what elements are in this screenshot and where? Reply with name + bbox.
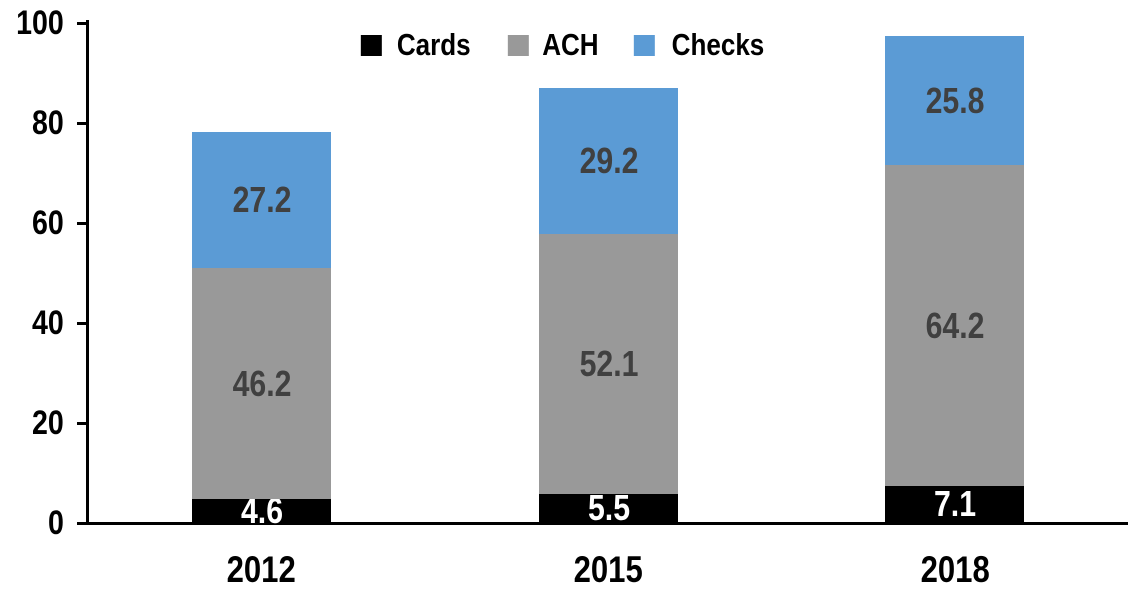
bar-2015: 5.5 52.1 29.2	[539, 88, 678, 526]
y-axis-tick-label-text: 40	[32, 304, 64, 342]
legend-label: Checks	[671, 27, 765, 62]
segment-value-label: 46.2	[232, 362, 291, 404]
y-axis-tick-label: 20	[0, 405, 64, 441]
y-axis-line	[86, 20, 89, 525]
y-axis-tick-label: 60	[0, 205, 64, 241]
legend-swatch-icon	[507, 34, 529, 56]
y-axis-tick	[77, 22, 88, 25]
y-axis-tick-label-text: 100	[16, 4, 64, 42]
y-axis-tick	[77, 422, 88, 425]
legend-item-ach: ACH	[507, 27, 604, 62]
segment-checks-2018: 25.8	[885, 36, 1024, 165]
x-axis-label-text: 2015	[573, 549, 643, 590]
y-axis-tick	[77, 522, 88, 525]
bar-2012: 4.6 46.2 27.2	[192, 132, 331, 528]
segment-cards-2018: 7.1	[885, 486, 1024, 522]
segment-value-label: 64.2	[925, 304, 984, 346]
segment-checks-2015: 29.2	[539, 88, 678, 234]
y-axis-tick-label: 0	[0, 505, 64, 541]
segment-ach-2012: 46.2	[192, 268, 331, 499]
y-axis-tick-label-text: 0	[48, 504, 64, 542]
segment-ach-2015: 52.1	[539, 233, 678, 494]
y-axis-tick	[77, 322, 88, 325]
legend-swatch-icon	[360, 34, 382, 56]
y-axis-tick-label-text: 80	[32, 104, 64, 142]
legend-label: ACH	[542, 27, 599, 62]
x-axis-label-text: 2018	[920, 549, 990, 590]
x-axis-label-2012: 2012	[151, 551, 371, 589]
y-axis-tick-label-text: 60	[32, 204, 64, 242]
y-axis-tick	[77, 222, 88, 225]
segment-value-label: 27.2	[232, 179, 291, 220]
x-axis-line	[77, 522, 1128, 525]
legend-item-checks: Checks	[633, 27, 773, 62]
segment-value-label: 52.1	[579, 342, 638, 384]
segment-ach-2018: 64.2	[885, 165, 1024, 486]
y-axis-tick-label-text: 20	[32, 404, 64, 442]
y-axis-tick-label: 40	[0, 305, 64, 341]
legend-item-cards: Cards	[360, 27, 478, 62]
legend-label: Cards	[396, 27, 471, 62]
y-axis-tick-label: 100	[0, 5, 64, 41]
y-axis-tick-label: 80	[0, 105, 64, 141]
x-axis-label-2018: 2018	[845, 551, 1065, 589]
chart-legend: Cards ACH Checks	[360, 27, 773, 62]
segment-cards-2015: 5.5	[539, 490, 678, 526]
bar-2018: 7.1 64.2 25.8	[885, 36, 1024, 522]
segment-value-label: 7.1	[933, 483, 976, 524]
segment-value-label: 29.2	[579, 140, 638, 181]
segment-cards-2012: 4.6	[192, 492, 331, 528]
y-axis-tick	[77, 122, 88, 125]
segment-checks-2012: 27.2	[192, 132, 331, 268]
segment-value-label: 5.5	[587, 487, 630, 528]
segment-value-label: 25.8	[925, 79, 984, 121]
legend-swatch-icon	[633, 34, 655, 56]
x-axis-label-text: 2012	[226, 549, 296, 590]
x-axis-label-2015: 2015	[498, 551, 718, 589]
